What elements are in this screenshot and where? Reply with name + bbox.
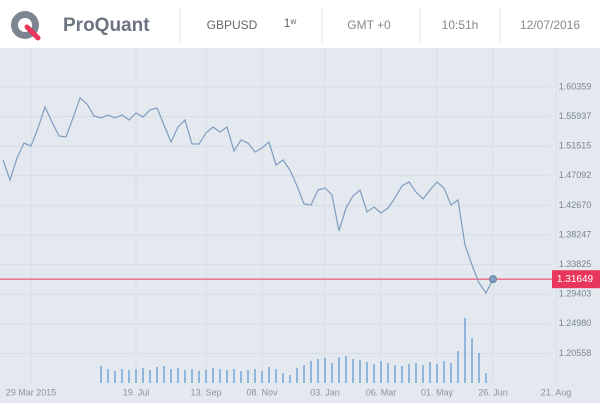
y-tick-label: 1.38247 bbox=[559, 229, 592, 239]
volume-bar bbox=[478, 353, 480, 383]
volume-bar bbox=[471, 338, 473, 383]
volume-bar bbox=[338, 357, 340, 383]
volume-bar bbox=[296, 368, 298, 383]
volume-bar bbox=[128, 370, 130, 383]
volume-bar bbox=[331, 363, 333, 383]
current-price-label: 1.31649 bbox=[557, 274, 594, 285]
x-tick-label: 21. Aug bbox=[541, 387, 572, 397]
volume-bar bbox=[408, 364, 410, 383]
volume-bar bbox=[114, 371, 116, 383]
volume-bar bbox=[226, 370, 228, 383]
time: 10:51h bbox=[442, 18, 479, 32]
symbol[interactable]: GBPUSD bbox=[207, 18, 258, 32]
volume-bar bbox=[289, 375, 291, 383]
volume-bar bbox=[457, 351, 459, 383]
volume-bar bbox=[240, 371, 242, 383]
volume-bar bbox=[310, 361, 312, 383]
volume-bar bbox=[142, 368, 144, 383]
y-tick-label: 1.24980 bbox=[559, 318, 592, 328]
volume-bar bbox=[282, 373, 284, 383]
y-tick-label: 1.33825 bbox=[559, 259, 592, 269]
y-tick-label: 1.60359 bbox=[559, 81, 592, 91]
volume-bar bbox=[212, 368, 214, 383]
timeframe[interactable]: 1ʷ bbox=[284, 16, 297, 30]
volume-bar bbox=[359, 360, 361, 383]
volume-bar bbox=[100, 366, 102, 383]
x-tick-label: 29 Mar 2015 bbox=[6, 387, 57, 397]
volume-bar bbox=[156, 367, 158, 383]
x-tick-label: 06. Mar bbox=[366, 387, 397, 397]
logo bbox=[11, 11, 41, 41]
volume-bar bbox=[275, 369, 277, 383]
x-tick-label: 01. May bbox=[421, 387, 454, 397]
volume-bar bbox=[135, 369, 137, 383]
volume-bar bbox=[324, 358, 326, 383]
y-tick-label: 1.55937 bbox=[559, 111, 592, 121]
x-tick-label: 08. Nov bbox=[246, 387, 278, 397]
volume-bar bbox=[198, 371, 200, 383]
volume-bar bbox=[464, 318, 466, 383]
volume-bar bbox=[380, 361, 382, 383]
x-tick-label: 26. Jun bbox=[478, 387, 508, 397]
volume-bar bbox=[163, 366, 165, 383]
volume-bar bbox=[345, 356, 347, 383]
volume-bar bbox=[394, 365, 396, 383]
volume-bar bbox=[401, 366, 403, 383]
volume-bar bbox=[254, 369, 256, 383]
volume-bar bbox=[233, 369, 235, 383]
volume-bar bbox=[443, 361, 445, 383]
volume-bar bbox=[149, 370, 151, 383]
volume-bar bbox=[436, 364, 438, 383]
y-tick-label: 1.29403 bbox=[559, 289, 592, 299]
volume-bar bbox=[415, 363, 417, 383]
volume-bar bbox=[247, 370, 249, 383]
y-tick-label: 1.51515 bbox=[559, 141, 592, 151]
x-tick-label: 03. Jan bbox=[310, 387, 340, 397]
volume-bar bbox=[485, 373, 487, 383]
volume-bar bbox=[352, 359, 354, 383]
price-line bbox=[2, 96, 494, 295]
volume-bar bbox=[429, 362, 431, 383]
volume-bar bbox=[177, 368, 179, 383]
timezone: GMT +0 bbox=[347, 18, 391, 32]
y-tick-label: 1.47092 bbox=[559, 170, 592, 180]
volume-bar bbox=[261, 371, 263, 383]
current-price-box bbox=[552, 270, 600, 289]
x-tick-label: 13. Sep bbox=[190, 387, 221, 397]
last-point bbox=[489, 275, 497, 284]
volume-bar bbox=[191, 369, 193, 383]
chart-area bbox=[0, 48, 600, 403]
y-tick-label: 1.20558 bbox=[559, 348, 592, 358]
volume-bar bbox=[268, 367, 270, 383]
volume-bar bbox=[219, 369, 221, 383]
volume-bar bbox=[184, 370, 186, 383]
volume-bar bbox=[205, 370, 207, 383]
volume-bar bbox=[450, 363, 452, 383]
volume-bar bbox=[107, 369, 109, 383]
volume-bar bbox=[387, 363, 389, 383]
volume-bar bbox=[170, 369, 172, 383]
logo-pen bbox=[24, 24, 41, 41]
x-tick-label: 19. Jul bbox=[123, 387, 150, 397]
volume-bar bbox=[422, 365, 424, 383]
y-tick-label: 1.42670 bbox=[559, 200, 592, 210]
volume-bar bbox=[366, 362, 368, 383]
date: 12/07/2016 bbox=[520, 18, 580, 32]
brand: ProQuant bbox=[63, 15, 150, 36]
volume-bar bbox=[303, 365, 305, 383]
volume-bar bbox=[373, 364, 375, 383]
volume-bar bbox=[121, 369, 123, 383]
volume-bar bbox=[317, 359, 319, 383]
